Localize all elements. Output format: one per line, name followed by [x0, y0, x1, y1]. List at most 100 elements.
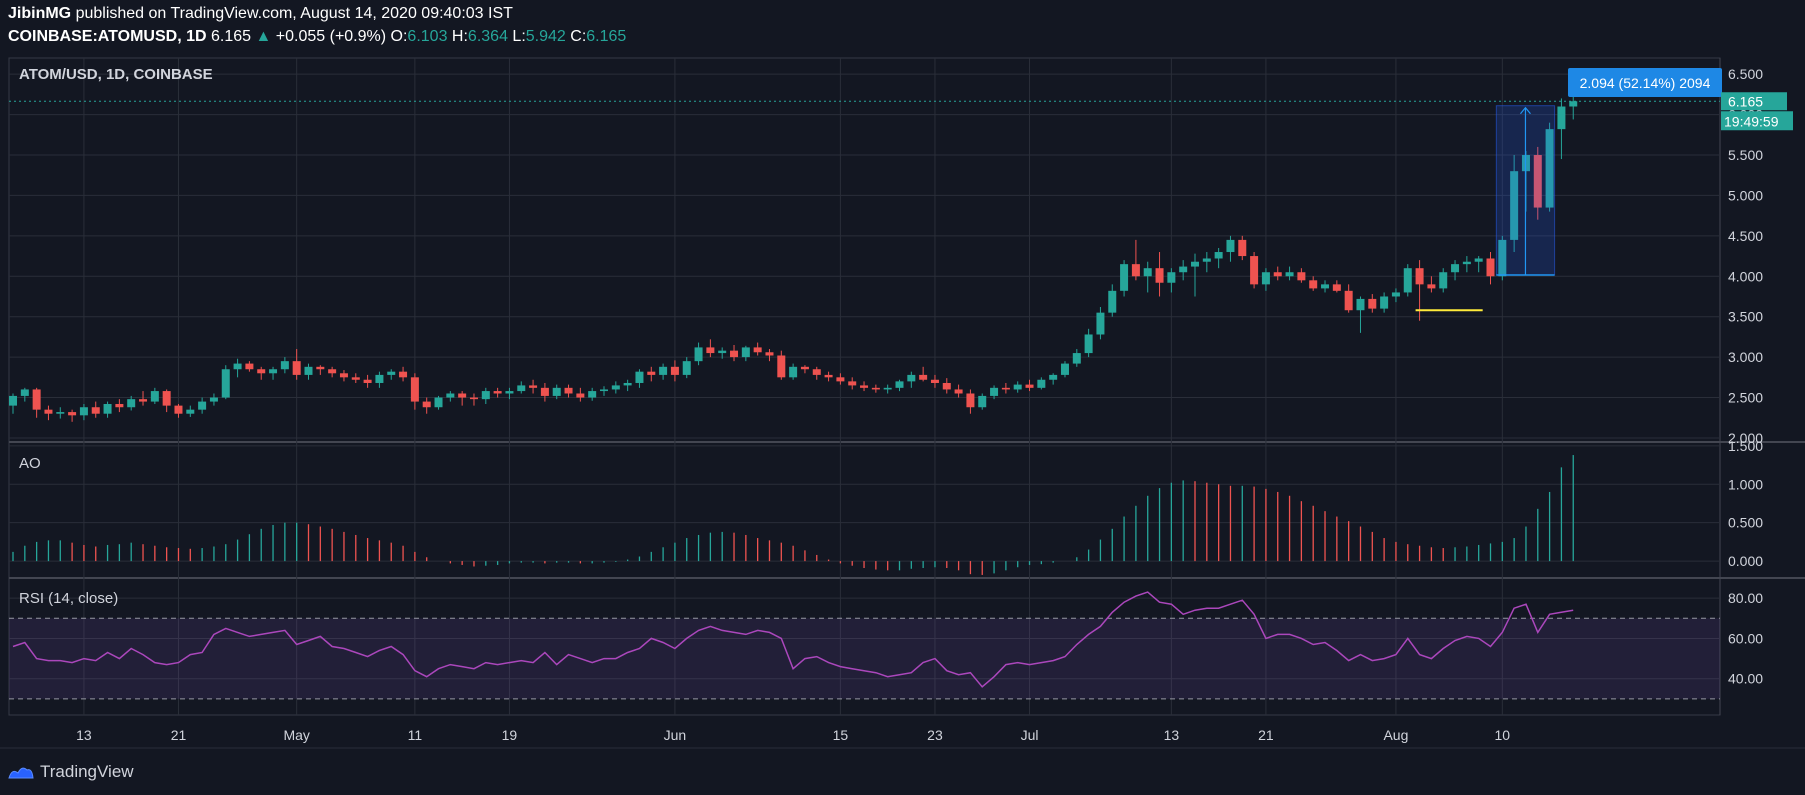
- candle: [1557, 98, 1566, 160]
- candle: [1474, 256, 1483, 273]
- candle: [1321, 280, 1330, 293]
- candle-body: [1084, 334, 1093, 354]
- candle: [422, 397, 431, 414]
- candle: [647, 366, 656, 382]
- candle: [600, 386, 608, 396]
- candle: [978, 393, 987, 410]
- close-value: 6.165: [586, 28, 627, 45]
- candle: [1356, 296, 1365, 333]
- candle: [1202, 252, 1211, 273]
- candle: [44, 405, 53, 421]
- candle-body: [9, 395, 17, 406]
- footer-brand[interactable]: TradingView: [8, 762, 134, 782]
- candle-body: [91, 407, 100, 414]
- candle-body: [1131, 264, 1140, 277]
- x-tick-label: 11: [408, 727, 423, 743]
- candle-body: [1120, 264, 1129, 291]
- price-tick-label: 3.500: [1728, 309, 1763, 325]
- candle-body: [68, 412, 77, 416]
- candle: [1462, 256, 1471, 273]
- publish-info: JibinMG published on TradingView.com, Au…: [8, 5, 513, 23]
- x-tick-label: May: [283, 727, 309, 743]
- candle-body: [79, 407, 88, 416]
- price-change: +0.055 (+0.9%): [275, 28, 387, 45]
- candle: [399, 366, 408, 382]
- candle: [682, 357, 691, 379]
- candle-body: [718, 350, 727, 354]
- candle: [150, 387, 159, 405]
- candle: [871, 384, 880, 393]
- rsi-tick-label: 40.00: [1728, 671, 1763, 687]
- candle-body: [387, 371, 396, 375]
- candle: [1179, 260, 1188, 281]
- candle: [233, 358, 242, 378]
- tradingview-logo-icon: [8, 767, 34, 779]
- candle: [966, 389, 975, 414]
- candle-body: [115, 404, 124, 408]
- candle-body: [257, 369, 266, 374]
- candle: [789, 363, 798, 380]
- price-tick-label: 4.500: [1728, 228, 1763, 244]
- candle-body: [1510, 171, 1519, 240]
- candle-body: [363, 379, 372, 383]
- candle-body: [600, 389, 608, 392]
- candle: [777, 350, 786, 380]
- candle-body: [1037, 379, 1046, 388]
- candle-body: [505, 391, 514, 394]
- candle-body: [942, 382, 951, 390]
- candle: [1060, 361, 1069, 378]
- candle: [1309, 276, 1318, 291]
- candle: [304, 363, 313, 380]
- candle: [741, 345, 750, 362]
- candle: [127, 395, 136, 411]
- countdown-label: 19:49:59: [1721, 111, 1793, 131]
- candle-body: [1238, 239, 1247, 257]
- candle: [1510, 155, 1519, 253]
- candle-body: [765, 352, 774, 356]
- candle-body: [269, 369, 278, 374]
- candle-body: [1049, 374, 1058, 380]
- candle-body: [966, 393, 975, 408]
- candle: [351, 373, 360, 383]
- candle-body: [848, 381, 857, 386]
- x-tick-label: 15: [833, 727, 849, 743]
- candle: [907, 371, 916, 388]
- measure-label-text: 2.094 (52.14%) 2094: [1580, 75, 1711, 91]
- candle: [1013, 381, 1022, 393]
- candle-body: [824, 374, 833, 378]
- candle-body: [812, 369, 821, 375]
- candle-body: [280, 361, 289, 370]
- candle-body: [233, 363, 242, 370]
- x-tick-label: Jul: [1021, 727, 1039, 743]
- price-tick-label: 5.000: [1728, 187, 1763, 203]
- candle-body: [1072, 353, 1081, 364]
- price-tick-label: 2.500: [1728, 390, 1763, 406]
- candle-body: [458, 393, 467, 398]
- candle: [1072, 349, 1081, 367]
- candle-body: [552, 387, 561, 396]
- candle: [552, 384, 561, 400]
- candle-body: [800, 366, 809, 370]
- candle-body: [162, 391, 171, 406]
- rsi-tick-label: 80.00: [1728, 590, 1763, 606]
- symbol-name[interactable]: COINBASE:ATOMUSD, 1D: [8, 28, 207, 45]
- candle-body: [469, 397, 478, 400]
- candle: [1380, 292, 1389, 313]
- price-layer: [9, 85, 1578, 422]
- candle: [659, 363, 668, 380]
- candle: [824, 371, 833, 382]
- axes-layer: 13 21 May 11 19 Jun 15 23 Jul 13 21 Aug 10 2.000 2.500…: [76, 66, 1793, 743]
- author-name[interactable]: JibinMG: [8, 5, 72, 22]
- candle-body: [1226, 239, 1235, 253]
- publish-text: published on TradingView.com, August 14,…: [75, 5, 513, 22]
- candle: [209, 393, 218, 406]
- candle: [139, 391, 148, 406]
- candle-body: [919, 374, 928, 380]
- candle-body: [1155, 268, 1164, 283]
- candle: [954, 384, 963, 398]
- candle-body: [1474, 258, 1483, 262]
- price-tick-label: 4.000: [1728, 268, 1763, 284]
- candle: [990, 385, 999, 400]
- ao-layer: [12, 455, 1574, 575]
